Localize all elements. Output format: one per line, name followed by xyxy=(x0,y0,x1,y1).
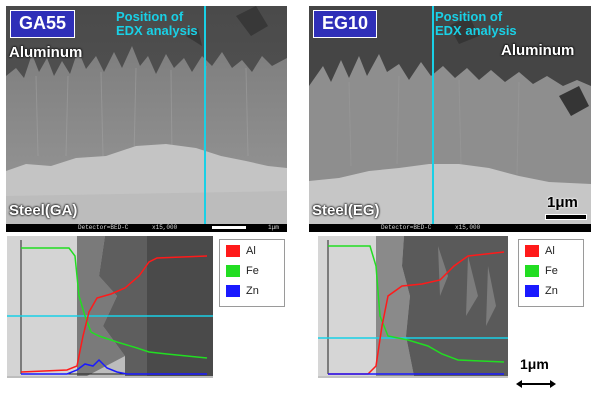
scale-bar-label: 1μm xyxy=(547,194,578,211)
edx-linescan-ga55 xyxy=(7,236,213,386)
scale-bar-arrow xyxy=(516,376,556,388)
legend-label: Zn xyxy=(246,285,259,297)
fe-profile-line xyxy=(328,245,505,363)
edx-position-note: Position of EDX analysis xyxy=(435,9,517,38)
sem-micrograph-eg10 xyxy=(309,6,591,232)
sem-info-strip: Detector=BED-C x15,000 1μm xyxy=(6,224,287,232)
legend-item-al: Al xyxy=(226,244,256,258)
legend-label: Fe xyxy=(545,265,558,277)
legend-item-zn: Zn xyxy=(525,284,558,298)
edx-linescan-eg10 xyxy=(318,236,508,386)
sem-image-ga55: GA55 Position of EDX analysis Aluminum S… xyxy=(6,6,287,232)
legend-item-zn: Zn xyxy=(226,284,259,298)
edx-position-note: Position of EDX analysis xyxy=(116,9,198,38)
sem-info-strip: Detector=BED-C x15,000 xyxy=(309,224,591,232)
sample-tag-ga55: GA55 xyxy=(10,10,76,38)
aluminum-label: Aluminum xyxy=(9,44,83,61)
scale-bar xyxy=(545,214,587,220)
fe-profile-line xyxy=(21,247,208,359)
magnification-text: x15,000 xyxy=(152,224,178,231)
legend-label: Al xyxy=(545,245,555,257)
legend-item-fe: Fe xyxy=(525,264,558,278)
scale-bar-label: 1μm xyxy=(520,356,549,372)
zn-profile-line xyxy=(21,358,207,375)
sem-micrograph-ga55 xyxy=(6,6,287,232)
edx-linescan-plot xyxy=(318,236,508,386)
aluminum-label: Aluminum xyxy=(501,42,575,59)
scale-text: 1μm xyxy=(268,224,279,231)
legend-item-al: Al xyxy=(525,244,555,258)
element-legend-left: Al Fe Zn xyxy=(219,239,285,307)
sample-tag-eg10: EG10 xyxy=(313,10,378,38)
legend-label: Zn xyxy=(545,285,558,297)
legend-label: Al xyxy=(246,245,256,257)
element-legend-right: Al Fe Zn xyxy=(518,239,584,307)
magnification-text: x15,000 xyxy=(455,224,481,231)
detector-text: Detector=BED-C xyxy=(78,224,129,231)
edx-linescan-plot xyxy=(7,236,213,386)
sem-image-eg10: EG10 Position of EDX analysis Aluminum S… xyxy=(309,6,591,232)
al-profile-line xyxy=(20,255,208,373)
legend-label: Fe xyxy=(246,265,259,277)
detector-text: Detector=BED-C xyxy=(381,224,432,231)
steel-label: Steel(GA) xyxy=(9,202,78,219)
legend-item-fe: Fe xyxy=(226,264,259,278)
al-profile-line xyxy=(328,251,505,375)
steel-label: Steel(EG) xyxy=(312,202,380,219)
scale-bar-mark xyxy=(212,226,246,229)
